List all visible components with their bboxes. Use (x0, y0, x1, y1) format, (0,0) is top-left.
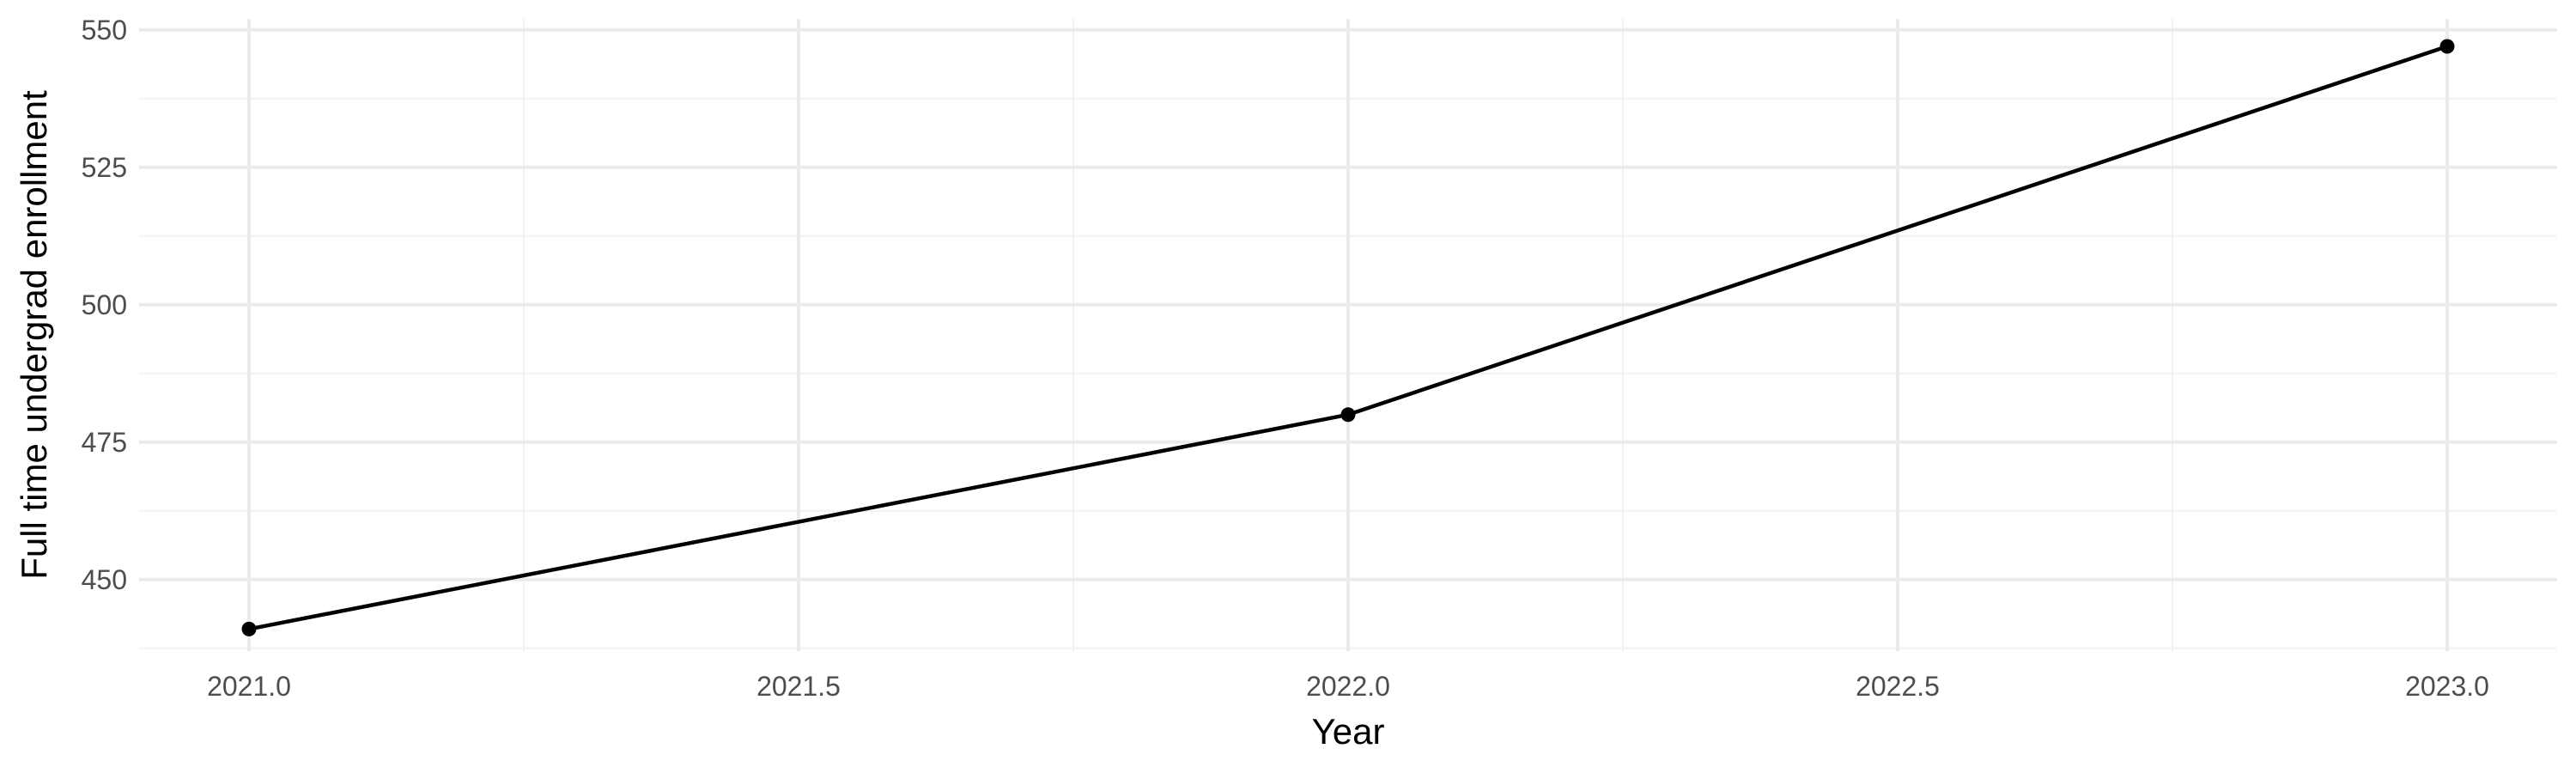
x-tick-label: 2023.0 (2405, 671, 2489, 702)
y-axis-title: Full time undergrad enrollment (14, 90, 54, 580)
y-tick-label: 525 (82, 152, 127, 183)
y-tick-label: 450 (82, 564, 127, 595)
data-point (2439, 39, 2455, 54)
y-axis-tick-labels: 450 475 500 525 550 (82, 15, 127, 595)
series-layer (241, 39, 2455, 636)
major-gridlines (139, 19, 2557, 651)
x-tick-label: 2021.5 (756, 671, 841, 702)
x-axis-tick-labels: 2021.0 2021.5 2022.0 2022.5 2023.0 (207, 671, 2489, 702)
y-tick-label: 500 (82, 289, 127, 320)
x-tick-label: 2022.5 (1856, 671, 1940, 702)
x-axis-title: Year (1312, 711, 1385, 752)
data-point (1340, 407, 1356, 423)
y-tick-label: 475 (82, 427, 127, 458)
y-tick-label: 550 (82, 15, 127, 46)
x-tick-label: 2022.0 (1306, 671, 1390, 702)
data-point (241, 621, 257, 636)
x-tick-label: 2021.0 (207, 671, 291, 702)
